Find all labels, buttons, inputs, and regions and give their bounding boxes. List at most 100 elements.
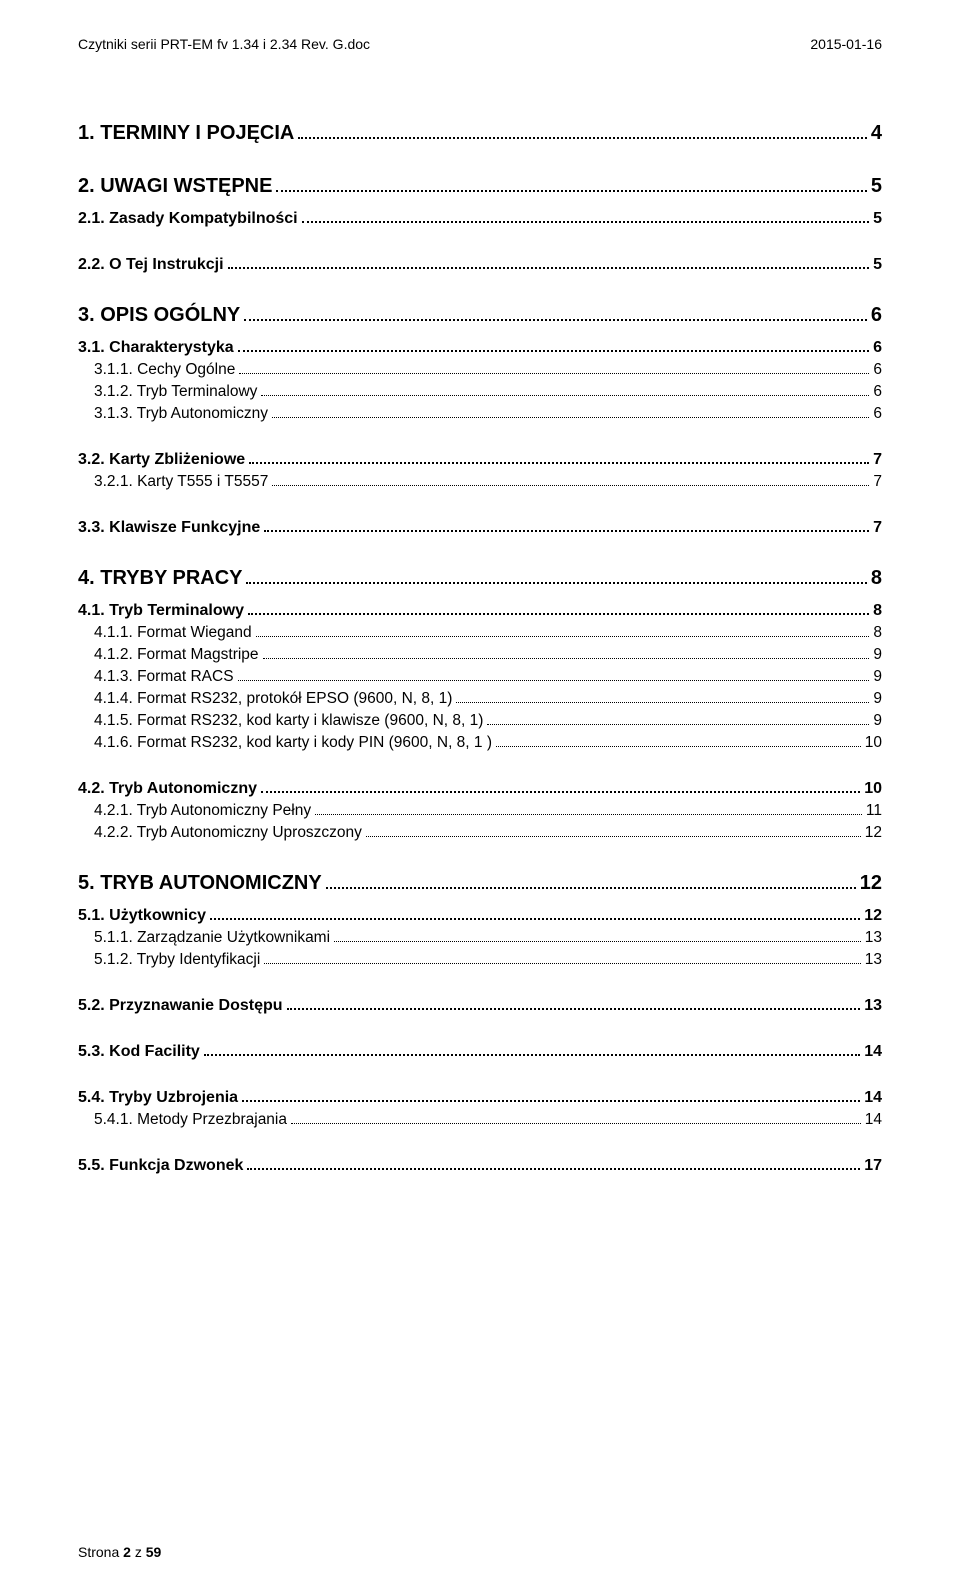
toc-entry[interactable]: 5.2. Przyznawanie Dostępu13 [78, 997, 882, 1015]
toc-entry[interactable]: 4.1.2. Format Magstripe9 [94, 646, 882, 664]
toc-leader-dots [204, 1054, 860, 1056]
toc-label: 3.1.1. Cechy Ogólne [94, 361, 235, 379]
toc-page-number: 6 [873, 339, 882, 357]
toc-page-number: 6 [873, 361, 882, 379]
toc-entry[interactable]: 5.1. Użytkownicy 12 [78, 907, 882, 925]
toc-leader-dots [244, 319, 867, 321]
toc-leader-dots [264, 963, 860, 964]
toc-page-number: 14 [865, 1111, 882, 1129]
toc-page-number: 13 [865, 951, 882, 969]
toc-entry[interactable]: 1. TERMINY I POJĘCIA 4 [78, 122, 882, 145]
toc-page-number: 5 [871, 175, 882, 198]
toc-leader-dots [276, 190, 866, 192]
toc-entry[interactable]: 4.1.6. Format RS232, kod karty i kody PI… [94, 734, 882, 752]
toc-leader-dots [287, 1008, 861, 1010]
toc-entry[interactable]: 4.1.3. Format RACS9 [94, 668, 882, 686]
toc-label: 5.3. Kod Facility [78, 1043, 200, 1061]
toc-leader-dots [246, 582, 866, 584]
toc-label: 2.2. O Tej Instrukcji [78, 256, 224, 274]
toc-leader-dots [239, 373, 869, 374]
toc-label: 5.1. Użytkownicy [78, 907, 206, 925]
footer-current-page: 2 [123, 1544, 131, 1560]
toc-entry[interactable]: 5.1.2. Tryby Identyfikacji 13 [94, 951, 882, 969]
toc-page-number: 12 [865, 824, 882, 842]
toc-label: 4.1. Tryb Terminalowy [78, 602, 244, 620]
toc-entry[interactable]: 4. TRYBY PRACY8 [78, 567, 882, 590]
toc-page-number: 12 [864, 907, 882, 925]
toc-leader-dots [366, 836, 861, 837]
toc-label: 5. TRYB AUTONOMICZNY [78, 872, 322, 895]
page-footer: Strona 2 z 59 [78, 1544, 161, 1560]
toc-entry[interactable]: 3.2. Karty Zbliżeniowe 7 [78, 451, 882, 469]
footer-prefix: Strona [78, 1544, 123, 1560]
toc-entry[interactable]: 5.3. Kod Facility14 [78, 1043, 882, 1061]
toc-leader-dots [261, 395, 869, 396]
footer-total-pages: 59 [146, 1544, 162, 1560]
toc-label: 5.2. Przyznawanie Dostępu [78, 997, 283, 1015]
toc-page-number: 7 [873, 451, 882, 469]
toc-page-number: 7 [873, 473, 882, 491]
toc-leader-dots [242, 1100, 860, 1102]
toc-label: 3.2. Karty Zbliżeniowe [78, 451, 245, 469]
toc-leader-dots [334, 941, 861, 942]
toc-entry[interactable]: 2.1. Zasady Kompatybilności5 [78, 210, 882, 228]
toc-label: 4.2.1. Tryb Autonomiczny Pełny [94, 802, 311, 820]
toc-entry[interactable]: 5.5. Funkcja Dzwonek17 [78, 1157, 882, 1175]
toc-entry[interactable]: 2.2. O Tej Instrukcji 5 [78, 256, 882, 274]
toc-entry[interactable]: 4.1. Tryb Terminalowy8 [78, 602, 882, 620]
toc-page-number: 4 [871, 122, 882, 145]
toc-page-number: 9 [873, 646, 882, 664]
toc-page-number: 10 [865, 734, 882, 752]
toc-entry[interactable]: 3.2.1. Karty T555 i T5557 7 [94, 473, 882, 491]
toc-page-number: 5 [873, 256, 882, 274]
toc-page-number: 7 [873, 519, 882, 537]
toc-leader-dots [298, 137, 867, 139]
page-header: Czytniki serii PRT-EM fv 1.34 i 2.34 Rev… [78, 36, 882, 52]
toc-label: 4.1.5. Format RS232, kod karty i klawisz… [94, 712, 483, 730]
toc-label: 4.2.2. Tryb Autonomiczny Uproszczony [94, 824, 362, 842]
toc-label: 3.2.1. Karty T555 i T5557 [94, 473, 268, 491]
toc-entry[interactable]: 3.1. Charakterystyka 6 [78, 339, 882, 357]
toc-entry[interactable]: 4.1.1. Format Wiegand8 [94, 624, 882, 642]
toc-label: 5.4.1. Metody Przezbrajania [94, 1111, 287, 1129]
toc-leader-dots [264, 530, 869, 532]
toc-page-number: 6 [873, 405, 882, 423]
toc-entry[interactable]: 4.2.2. Tryb Autonomiczny Uproszczony 12 [94, 824, 882, 842]
toc-page-number: 11 [866, 802, 882, 820]
toc-leader-dots [256, 636, 870, 637]
toc-label: 5.1.2. Tryby Identyfikacji [94, 951, 260, 969]
toc-leader-dots [248, 613, 869, 615]
toc-leader-dots [326, 887, 856, 889]
toc-entry[interactable]: 4.2.1. Tryb Autonomiczny Pełny 11 [94, 802, 882, 820]
toc-entry[interactable]: 4.1.5. Format RS232, kod karty i klawisz… [94, 712, 882, 730]
toc-entry[interactable]: 3.3. Klawisze Funkcyjne7 [78, 519, 882, 537]
toc-leader-dots [263, 658, 870, 659]
footer-separator: z [131, 1544, 146, 1560]
toc-leader-dots [210, 918, 860, 920]
toc-page-number: 13 [865, 929, 882, 947]
toc-leader-dots [496, 746, 861, 747]
toc-entry[interactable]: 3.1.1. Cechy Ogólne 6 [94, 361, 882, 379]
toc-page-number: 8 [871, 567, 882, 590]
toc-entry[interactable]: 5.1.1. Zarządzanie Użytkownikami13 [94, 929, 882, 947]
toc-page-number: 6 [871, 304, 882, 327]
toc-entry[interactable]: 5. TRYB AUTONOMICZNY12 [78, 872, 882, 895]
toc-entry[interactable]: 2. UWAGI WSTĘPNE5 [78, 175, 882, 198]
toc-entry[interactable]: 5.4.1. Metody Przezbrajania 14 [94, 1111, 882, 1129]
toc-entry[interactable]: 5.4. Tryby Uzbrojenia14 [78, 1089, 882, 1107]
toc-entry[interactable]: 3.1.2. Tryb Terminalowy6 [94, 383, 882, 401]
toc-leader-dots [272, 485, 869, 486]
toc-label: 1. TERMINY I POJĘCIA [78, 122, 294, 145]
toc-page-number: 6 [873, 383, 882, 401]
toc-entry[interactable]: 3.1.3. Tryb Autonomiczny6 [94, 405, 882, 423]
toc-leader-dots [228, 267, 870, 269]
table-of-contents: 1. TERMINY I POJĘCIA 4 2. UWAGI WSTĘPNE5 2.… [78, 122, 882, 1175]
toc-label: 4.1.6. Format RS232, kod karty i kody PI… [94, 734, 492, 752]
toc-entry[interactable]: 3. OPIS OGÓLNY6 [78, 304, 882, 327]
toc-label: 3.1. Charakterystyka [78, 339, 234, 357]
toc-entry[interactable]: 4.1.4. Format RS232, protokół EPSO (9600… [94, 690, 882, 708]
toc-page-number: 9 [873, 712, 882, 730]
header-date: 2015-01-16 [810, 36, 882, 52]
toc-entry[interactable]: 4.2. Tryb Autonomiczny10 [78, 780, 882, 798]
toc-leader-dots [272, 417, 869, 418]
